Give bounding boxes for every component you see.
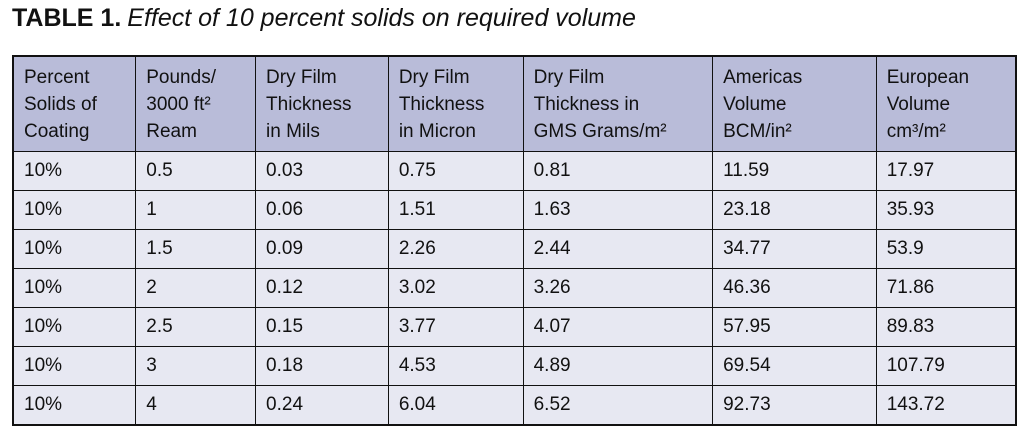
table-cell: 10% bbox=[12, 190, 137, 230]
header-cell: European Volume cm³/m² bbox=[875, 55, 1017, 152]
table-body: 10% 0.5 0.03 0.75 0.81 11.59 17.97 10% 1 0.06 1.51… bbox=[12, 151, 1017, 426]
table-cell: 3 bbox=[135, 346, 257, 386]
table-cell: 0.03 bbox=[255, 151, 389, 191]
table-cell: 10% bbox=[12, 268, 137, 308]
header-line: BCM/in² bbox=[723, 120, 792, 142]
table-row: 10% 3 0.18 4.53 4.89 69.54 107.79 bbox=[12, 346, 1017, 386]
data-table: Percent Solids of Coating Pounds/3000 ft² Re… bbox=[12, 55, 1017, 426]
table-cell: 0.15 bbox=[255, 307, 389, 347]
table-cell: 10% bbox=[12, 346, 137, 386]
table-cell: 35.93 bbox=[875, 190, 1017, 230]
header-row: Percent Solids of Coating Pounds/3000 ft² Re… bbox=[12, 55, 1017, 152]
header-line: Solids of bbox=[24, 93, 97, 115]
header-cell: Percent Solids of Coating bbox=[12, 55, 137, 152]
table-cell: 0.12 bbox=[255, 268, 389, 308]
table-cell: 92.73 bbox=[712, 385, 877, 426]
table-cell: 71.86 bbox=[875, 268, 1017, 308]
header-line: Thickness in bbox=[533, 93, 640, 115]
table-cell: 4.53 bbox=[387, 346, 524, 386]
table-cell: 0.06 bbox=[255, 190, 389, 230]
table-cell: 46.36 bbox=[712, 268, 877, 308]
table-cell: 0.75 bbox=[387, 151, 524, 191]
header-cell: Pounds/3000 ft² Ream bbox=[135, 55, 257, 152]
header-line: Percent bbox=[24, 66, 90, 88]
header-line: Thickness bbox=[398, 93, 485, 115]
table-cell: 143.72 bbox=[875, 385, 1017, 426]
table-cell: 10% bbox=[12, 151, 137, 191]
header-line: Dry Film bbox=[398, 66, 470, 88]
header-cell: Dry Film Thickness in Micron bbox=[387, 55, 524, 152]
table-cell: 107.79 bbox=[875, 346, 1017, 386]
table-row: 10% 0.5 0.03 0.75 0.81 11.59 17.97 bbox=[12, 151, 1017, 191]
table-cell: 10% bbox=[12, 229, 137, 269]
table-cell: 3.02 bbox=[387, 268, 524, 308]
table-cell: 23.18 bbox=[712, 190, 877, 230]
table-cell: 0.5 bbox=[135, 151, 257, 191]
table-cell: 0.09 bbox=[255, 229, 389, 269]
table-cell: 57.95 bbox=[712, 307, 877, 347]
title-caption: Effect of 10 percent solids on required … bbox=[127, 4, 636, 32]
header-line: Coating bbox=[24, 120, 90, 142]
table-cell: 1.63 bbox=[522, 190, 714, 230]
table-cell: 1.5 bbox=[135, 229, 257, 269]
table-cell: 3.26 bbox=[522, 268, 714, 308]
table-cell: 2.26 bbox=[387, 229, 524, 269]
table-cell: 69.54 bbox=[712, 346, 877, 386]
table-cell: 89.83 bbox=[875, 307, 1017, 347]
table-cell: 17.97 bbox=[875, 151, 1017, 191]
table-cell: 2.44 bbox=[522, 229, 714, 269]
table-cell: 6.52 bbox=[522, 385, 714, 426]
table-cell: 0.81 bbox=[522, 151, 714, 191]
table-row: 10% 2.5 0.15 3.77 4.07 57.95 89.83 bbox=[12, 307, 1017, 347]
table-row: 10% 4 0.24 6.04 6.52 92.73 143.72 bbox=[12, 385, 1017, 426]
table-cell: 2.5 bbox=[135, 307, 257, 347]
header-line: Dry Film bbox=[533, 66, 605, 88]
table-cell: 4 bbox=[135, 385, 257, 426]
table-row: 10% 1 0.06 1.51 1.63 23.18 35.93 bbox=[12, 190, 1017, 230]
title-label: TABLE 1. bbox=[12, 4, 122, 32]
header-cell: Dry Film Thickness in Mils bbox=[255, 55, 389, 152]
header-cell: Dry Film Thickness in GMS Grams/m² bbox=[522, 55, 714, 152]
header-line: Americas bbox=[723, 66, 803, 88]
table-cell: 1 bbox=[135, 190, 257, 230]
table-cell: 4.89 bbox=[522, 346, 714, 386]
header-line: Volume bbox=[723, 93, 787, 115]
header-line: Pounds/ bbox=[146, 66, 216, 88]
header-line: Dry Film bbox=[266, 66, 337, 88]
header-line: Ream bbox=[146, 120, 197, 142]
header-line: Thickness bbox=[266, 93, 352, 115]
table-cell: 53.9 bbox=[875, 229, 1017, 269]
header-line: in Micron bbox=[398, 120, 476, 142]
table-cell: 3.77 bbox=[387, 307, 524, 347]
table-cell: 2 bbox=[135, 268, 257, 308]
table-cell: 10% bbox=[12, 307, 137, 347]
table-cell: 4.07 bbox=[522, 307, 714, 347]
table-cell: 0.18 bbox=[255, 346, 389, 386]
header-line: in Mils bbox=[266, 120, 320, 142]
header-line: cm³/m² bbox=[886, 120, 946, 142]
header-line: 3000 ft² bbox=[146, 93, 211, 115]
header-line: Volume bbox=[886, 93, 951, 115]
table-cell: 6.04 bbox=[387, 385, 524, 426]
header-line: European bbox=[886, 66, 970, 88]
table-title: TABLE 1. Effect of 10 percent solids on r… bbox=[12, 4, 636, 33]
table-cell: 10% bbox=[12, 385, 137, 426]
table-cell: 11.59 bbox=[712, 151, 877, 191]
header-line: GMS Grams/m² bbox=[533, 120, 667, 142]
table-row: 10% 2 0.12 3.02 3.26 46.36 71.86 bbox=[12, 268, 1017, 308]
table-cell: 34.77 bbox=[712, 229, 877, 269]
header-cell: Americas Volume BCM/in² bbox=[712, 55, 877, 152]
table-row: 10% 1.5 0.09 2.26 2.44 34.77 53.9 bbox=[12, 229, 1017, 269]
table-cell: 0.24 bbox=[255, 385, 389, 426]
table-cell: 1.51 bbox=[387, 190, 524, 230]
